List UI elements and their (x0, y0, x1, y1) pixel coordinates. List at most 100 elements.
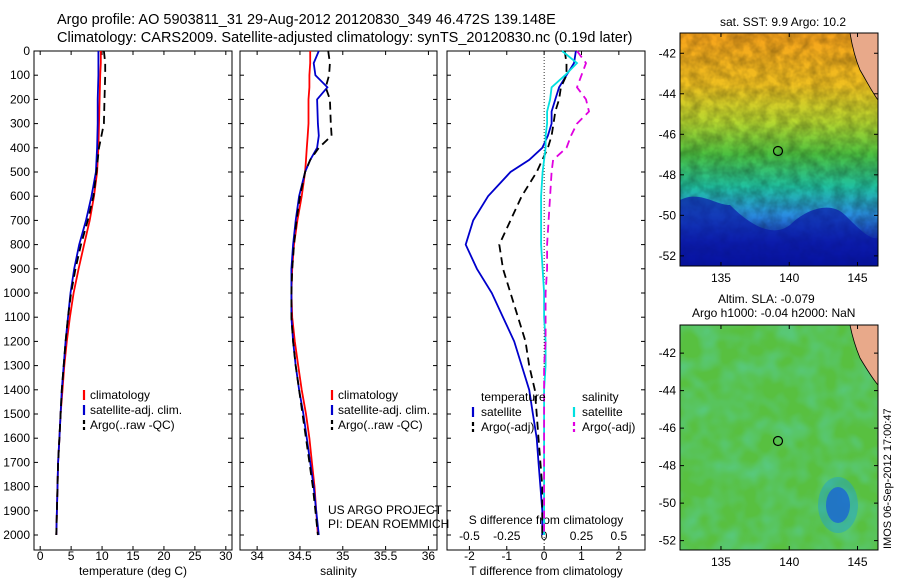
profile-panels: 0100200300400500600700800900100011001200… (3, 44, 646, 578)
sst-map-cold-front (680, 196, 878, 266)
map-y-tick-label: -42 (659, 346, 677, 360)
map-x-tick-label: 135 (711, 555, 731, 569)
x-tick-label: 30 (219, 549, 233, 563)
x-axis-label: T difference from climatology (469, 564, 623, 578)
map-y-tick-label: -46 (659, 127, 677, 141)
y-tick-label: 1800 (3, 480, 30, 494)
x-tick-label: 1 (578, 549, 585, 563)
sst-map-frame (679, 32, 879, 267)
profile-panel-1: 0100200300400500600700800900100011001200… (3, 44, 233, 578)
x-tick-label: 25 (188, 549, 202, 563)
map-x-tick-label: 145 (848, 555, 868, 569)
x-tick-label: 34 (250, 549, 264, 563)
figure-title-line1: Argo profile: AO 5903811_31 29-Aug-2012 … (57, 12, 556, 28)
map-x-tick-label: 140 (779, 555, 799, 569)
sla-map-argo-marker (772, 435, 784, 447)
map-y-tick-label: -48 (659, 168, 677, 182)
y-tick-label: 2000 (3, 528, 30, 542)
sst-map (680, 33, 878, 266)
y-tick-label: 500 (10, 165, 30, 179)
x-tick-label: 34.5 (288, 549, 312, 563)
profile-panel-2: 34 34.5 35 35.5 36 salinity climatologysatelli… (239, 50, 438, 578)
y-tick-label: 1300 (3, 359, 30, 373)
y-tick-label: 600 (10, 189, 30, 203)
profile-panel-3: -2 -1 0 1 2T difference from climatology S di… (446, 50, 646, 578)
top-axis-tick-label: 0.5 (611, 529, 628, 543)
y-tick-label: 800 (10, 238, 30, 252)
legend-header: salinity (582, 390, 619, 404)
x-tick-label: 36 (422, 549, 436, 563)
sst-map-argo-marker (772, 145, 784, 157)
panel-frame (33, 50, 233, 551)
sst-map-land (849, 33, 878, 101)
map-y-tick-label: -52 (659, 534, 677, 548)
series-satellite-adj-clim- (55, 51, 100, 536)
legend-header: temperature (481, 390, 546, 404)
y-tick-label: 1200 (3, 334, 30, 348)
sla-map-title-line2: Argo h1000: -0.04 h2000: NaN (692, 306, 856, 320)
legend-label: climatology (338, 388, 398, 402)
sla-map-title-line1: Altim. SLA: -0.079 (718, 292, 815, 306)
series-argo-adj- (498, 50, 568, 535)
map-y-tick-label: -46 (659, 421, 677, 435)
x-tick-label: 5 (68, 549, 75, 563)
series-argo-adj- (543, 50, 590, 535)
x-tick-label: 35.5 (374, 549, 398, 563)
sla-map-frame (679, 324, 879, 551)
legend-label: satellite (481, 405, 522, 419)
y-tick-label: 1600 (3, 431, 30, 445)
map-y-tick-label: -50 (659, 496, 677, 510)
map-y-tick-label: -52 (659, 249, 677, 263)
legend-label: satellite-adj. clim. (90, 403, 182, 417)
y-tick-label: 1100 (4, 310, 30, 324)
legend-label: Argo(..raw -QC) (90, 418, 175, 432)
y-tick-label: 400 (10, 141, 30, 155)
credit-line2: PI: DEAN ROEMMICH (328, 517, 450, 531)
x-tick-label: 0 (37, 549, 44, 563)
legend-label: Argo(-adj) (481, 420, 534, 434)
legend-label: climatology (90, 388, 150, 402)
top-axis-tick-label: -0.25 (493, 529, 521, 543)
x-axis-label: salinity (320, 564, 357, 578)
y-tick-label: 1400 (3, 383, 30, 397)
x-tick-label: 0 (541, 549, 548, 563)
y-tick-label: 1000 (3, 286, 30, 300)
sla-map (680, 325, 878, 550)
y-tick-label: 700 (10, 213, 30, 227)
y-tick-label: 100 (10, 68, 30, 82)
x-tick-label: -1 (501, 549, 512, 563)
legend-label: Argo(-adj) (582, 420, 635, 434)
top-axis-tick-label: -0.5 (459, 529, 480, 543)
panel-frame (239, 50, 438, 551)
y-tick-label: 1500 (3, 407, 30, 421)
top-axis-label: S difference from climatology (469, 513, 624, 527)
x-axis-label: temperature (deg C) (79, 564, 187, 578)
sla-map-eddy (826, 487, 850, 523)
sst-map-axes: 135 140 145 -42 -44 -46 -48 -50 -52 (659, 33, 878, 285)
legend-label: satellite (582, 405, 623, 419)
sla-map-eddy-halo (818, 477, 858, 533)
top-axis-tick-label: 0.25 (570, 529, 594, 543)
legend-label: satellite-adj. clim. (338, 403, 430, 417)
map-y-tick-label: -42 (659, 46, 677, 60)
map-y-tick-label: -48 (659, 459, 677, 473)
side-stamp: IMOS 06-Sep-2012 17:00:47 (882, 408, 894, 549)
series-satellite (464, 50, 577, 535)
sla-map-axes: 135 140 145 -42 -44 -46 -48 -50 -52 (659, 325, 878, 569)
map-x-tick-label: 145 (848, 271, 868, 285)
map-x-tick-label: 140 (779, 271, 799, 285)
x-tick-label: 2 (616, 549, 623, 563)
map-x-tick-label: 135 (711, 271, 731, 285)
map-y-tick-label: -44 (659, 384, 677, 398)
map-y-tick-label: -44 (659, 87, 677, 101)
x-tick-label: 15 (126, 549, 140, 563)
sst-map-title: sat. SST: 9.9 Argo: 10.2 (720, 15, 847, 29)
y-tick-label: 1900 (3, 504, 30, 518)
credit-line1: US ARGO PROJECT (328, 503, 443, 517)
y-tick-label: 300 (10, 117, 30, 131)
y-tick-label: 1700 (3, 455, 30, 469)
top-axis-tick-label: 0 (541, 529, 548, 543)
x-tick-label: -2 (464, 549, 475, 563)
x-tick-label: 35 (336, 549, 350, 563)
